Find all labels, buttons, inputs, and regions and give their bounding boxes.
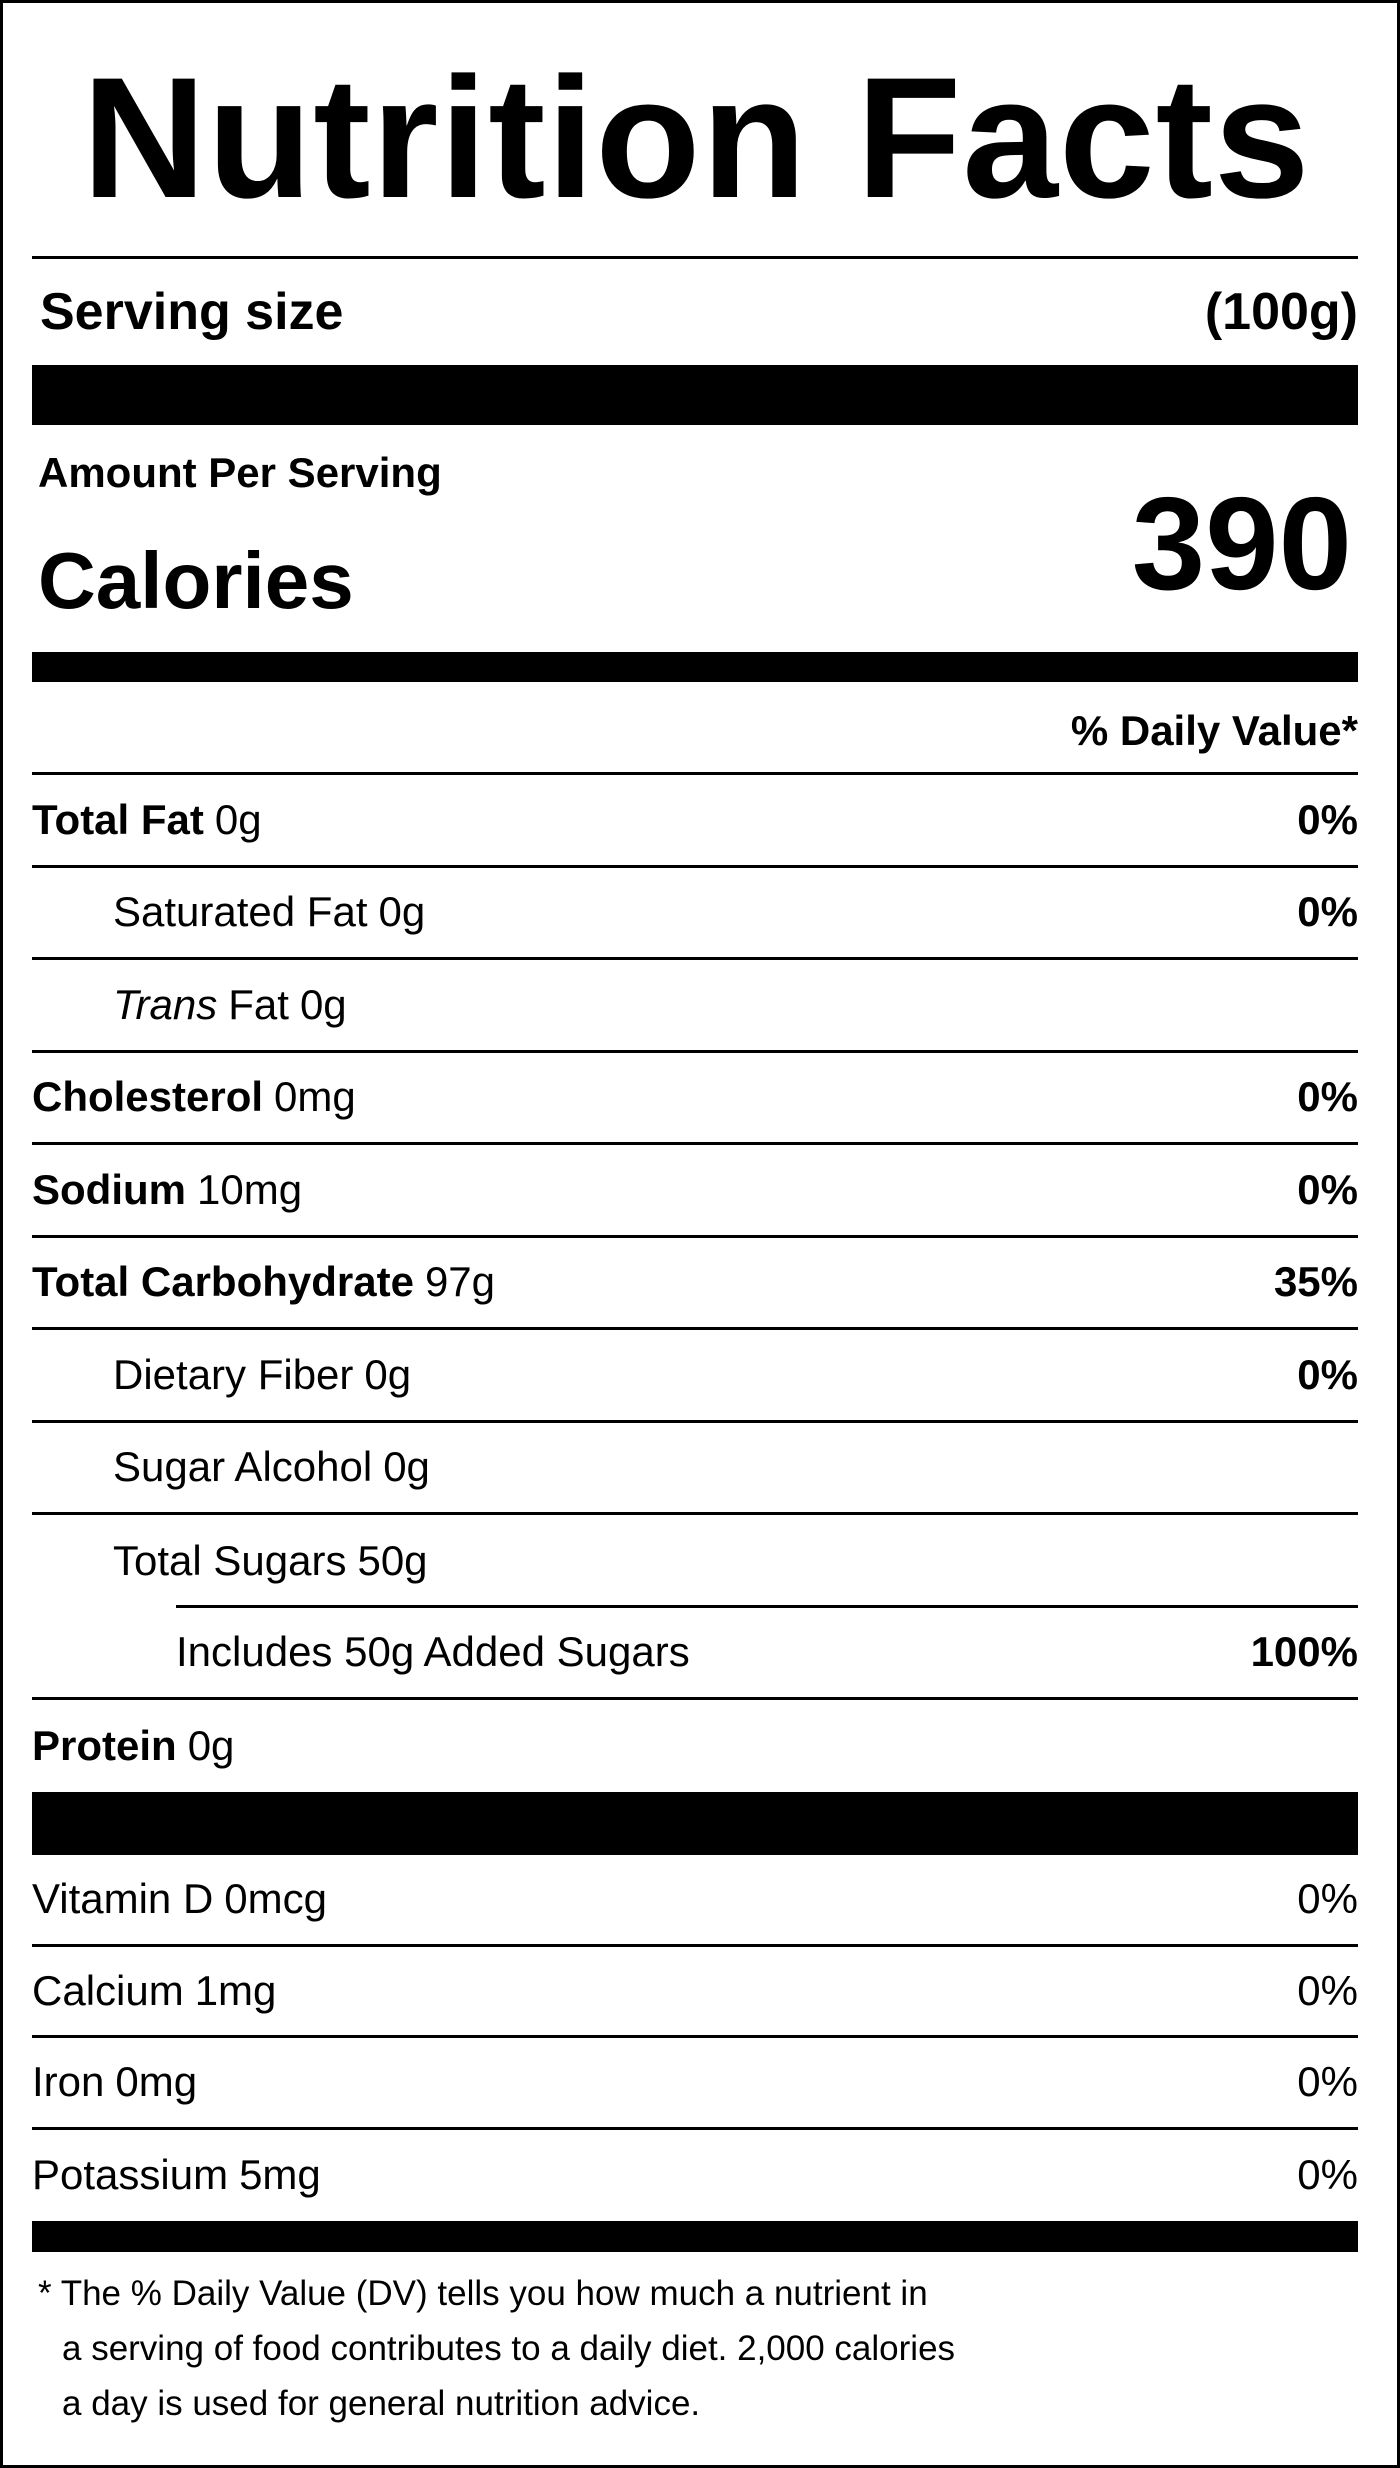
title: Nutrition Facts	[82, 42, 1311, 234]
nutrient-row: Protein 0g	[32, 1700, 1358, 1793]
serving-label: Serving size	[40, 283, 344, 341]
nutrient-name: Total Carbohydrate	[32, 1258, 414, 1306]
daily-value: 35%	[1273, 1258, 1358, 1306]
nutrient-amount: 1mg	[194, 1966, 277, 2014]
nutrient-label: Sodium 10mg	[32, 1166, 302, 1214]
nutrient-row: Dietary Fiber 0g 0%	[32, 1330, 1358, 1423]
nutrient-name: Iron	[32, 2058, 105, 2106]
thick-bar	[32, 1792, 1358, 1855]
nutrient-label: Dietary Fiber 0g	[113, 1351, 411, 1399]
nutrient-label: Includes 50g Added Sugars	[176, 1628, 690, 1676]
daily-value-header: % Daily Value*	[1070, 707, 1358, 754]
nutrient-amount: 10mg	[197, 1165, 303, 1213]
nutrient-label: Protein 0g	[32, 1722, 234, 1770]
nutrient-name: Fat	[228, 980, 289, 1028]
nutrient-row: Saturated Fat 0g 0%	[32, 868, 1358, 960]
nutrient-row: Total Sugars 50g	[32, 1515, 1358, 1608]
nutrient-name-italic: Trans	[113, 980, 218, 1028]
daily-value: 0%	[1297, 1350, 1358, 1398]
nutrient-label: Calcium 1mg	[32, 1967, 276, 2015]
nutrient-amount: 0g	[364, 1350, 412, 1398]
calories-value: 390	[1131, 470, 1352, 617]
nutrient-amount: 5mg	[239, 2151, 321, 2199]
nutrient-label: Iron 0mg	[32, 2058, 197, 2106]
footnote: * The % Daily Value (DV) tells you how m…	[38, 2274, 928, 2313]
thick-bar	[32, 365, 1358, 425]
nutrient-row: Includes 50g Added Sugars 100%	[32, 1604, 1358, 1700]
nutrient-name: Potassium	[32, 2151, 229, 2199]
serving-value: (100g)	[1204, 283, 1358, 341]
nutrient-name: Protein	[32, 1722, 177, 1770]
daily-value: 0%	[1297, 2151, 1358, 2199]
nutrient-label: Cholesterol 0mg	[32, 1073, 356, 1121]
daily-value: 0%	[1297, 1073, 1358, 1121]
nutrient-amount: 50g	[357, 1537, 428, 1585]
thick-bar	[32, 2221, 1358, 2252]
nutrient-amount: 0mg	[274, 1073, 356, 1121]
calories-label: Calories	[38, 536, 354, 625]
daily-value: 0%	[1297, 1165, 1358, 1213]
nutrient-label: Total Sugars 50g	[113, 1537, 428, 1585]
nutrient-name: Sugar Alcohol	[113, 1443, 373, 1491]
nutrient-amount: 0g	[214, 795, 262, 843]
nutrient-amount: 0g	[378, 888, 426, 936]
daily-value: 0%	[1297, 1966, 1358, 2014]
nutrient-name: Dietary Fiber	[113, 1350, 354, 1398]
nutrient-label: Vitamin D 0mcg	[32, 1875, 327, 1923]
nutrient-row: Vitamin D 0mcg 0%	[32, 1855, 1358, 1947]
nutrient-amount: 0mcg	[224, 1875, 327, 1923]
nutrient-row: Trans Fat 0g	[32, 960, 1358, 1053]
daily-value: 0%	[1297, 2058, 1358, 2106]
nutrient-name: Saturated Fat	[113, 888, 368, 936]
nutrient-amount: 97g	[424, 1258, 496, 1306]
nutrient-name: Vitamin D	[32, 1875, 214, 1923]
nutrient-name: Calcium	[32, 1966, 184, 2014]
daily-value: 0%	[1297, 1875, 1358, 1923]
nutrient-label: Saturated Fat 0g	[113, 888, 425, 936]
nutrient-name: Total Sugars	[113, 1537, 347, 1585]
rule	[176, 1604, 1358, 1608]
nutrient-amount: 0mg	[115, 2058, 198, 2106]
nutrient-name: Sodium	[32, 1165, 186, 1213]
nutrient-row: Cholesterol 0mg 0%	[32, 1053, 1358, 1145]
footnote: a serving of food contributes to a daily…	[62, 2329, 956, 2368]
daily-value: 0%	[1297, 888, 1358, 936]
nutrient-row: Sodium 10mg 0%	[32, 1145, 1358, 1238]
nutrient-label: Potassium 5mg	[32, 2151, 321, 2199]
nutrient-row: Sugar Alcohol 0g	[32, 1423, 1358, 1515]
amount-per-serving: Amount Per Serving	[38, 449, 442, 496]
daily-value: 0%	[1297, 795, 1358, 843]
nutrient-label: Trans Fat 0g	[113, 981, 347, 1029]
nutrient-label: Total Fat 0g	[32, 796, 262, 844]
footnote: a day is used for general nutrition advi…	[62, 2384, 701, 2423]
nutrient-row: Calcium 1mg 0%	[32, 1947, 1358, 2038]
nutrient-name: Total Fat	[32, 795, 204, 843]
nutrient-name: Cholesterol	[32, 1073, 264, 1121]
nutrient-name: Includes 50g Added Sugars	[176, 1628, 690, 1676]
nutrient-row: Total Carbohydrate 97g 35%	[32, 1238, 1358, 1330]
rule	[32, 256, 1358, 259]
nutrient-amount: 0g	[187, 1722, 235, 1770]
nutrient-row: Iron 0mg 0%	[32, 2038, 1358, 2130]
nutrient-row: Potassium 5mg 0%	[32, 2130, 1358, 2222]
nutrient-label: Sugar Alcohol 0g	[113, 1443, 430, 1491]
nutrient-amount: 0g	[383, 1443, 430, 1491]
nutrient-amount: 0g	[299, 980, 347, 1028]
nutrient-row: Total Fat 0g 0%	[32, 775, 1358, 868]
daily-value: 100%	[1250, 1628, 1358, 1676]
rule	[32, 772, 1358, 775]
nutrient-label: Total Carbohydrate 97g	[32, 1258, 495, 1306]
thick-bar	[32, 652, 1358, 682]
